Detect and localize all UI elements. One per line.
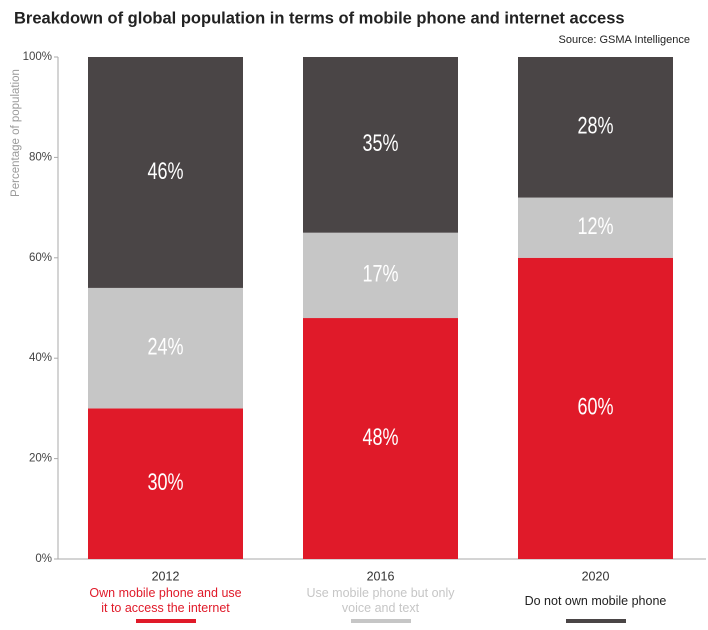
legend-swatch: [350, 619, 411, 623]
data-label: 24%: [147, 334, 183, 360]
data-label: 48%: [362, 425, 398, 451]
legend-swatch: [135, 619, 196, 623]
y-tick-label: 20%: [29, 453, 52, 465]
y-tick-label: 100%: [23, 51, 52, 63]
bar-segment: [518, 197, 673, 258]
legend-label: Use mobile phone but only voice and text: [306, 586, 455, 615]
legend-swatch: [565, 619, 626, 623]
x-tick-label: 2020: [582, 569, 610, 583]
chart-title: Breakdown of global population in terms …: [14, 9, 625, 27]
bar-segment: [518, 257, 673, 559]
chart-subtitle: Source: GSMA Intelligence: [559, 34, 690, 46]
data-label: 12%: [577, 214, 613, 240]
x-tick-label: 2016: [367, 569, 395, 583]
data-label: 46%: [147, 158, 183, 184]
data-label: 28%: [577, 113, 613, 139]
legend-label: Own mobile phone and use it to access th…: [89, 586, 242, 615]
y-tick-label: 0%: [35, 553, 52, 565]
y-tick-label: 40%: [29, 352, 52, 364]
bar-segment: [303, 57, 458, 233]
bar-segment: [88, 287, 243, 409]
data-label: 17%: [362, 261, 398, 287]
y-axis-label: Percentage of population: [10, 69, 22, 197]
bar-segment: [303, 318, 458, 559]
bar-segment: [518, 57, 673, 198]
bar-segment: [303, 232, 458, 319]
data-label: 30%: [147, 470, 183, 496]
data-label: 60%: [577, 394, 613, 420]
y-tick-label: 80%: [29, 151, 52, 163]
bar-segment: [88, 408, 243, 559]
data-label: 35%: [362, 131, 398, 157]
y-tick-label: 60%: [29, 252, 52, 264]
x-tick-label: 2012: [152, 569, 180, 583]
bar-segment: [88, 57, 243, 288]
legend-label: Do not own mobile phone: [524, 594, 667, 608]
